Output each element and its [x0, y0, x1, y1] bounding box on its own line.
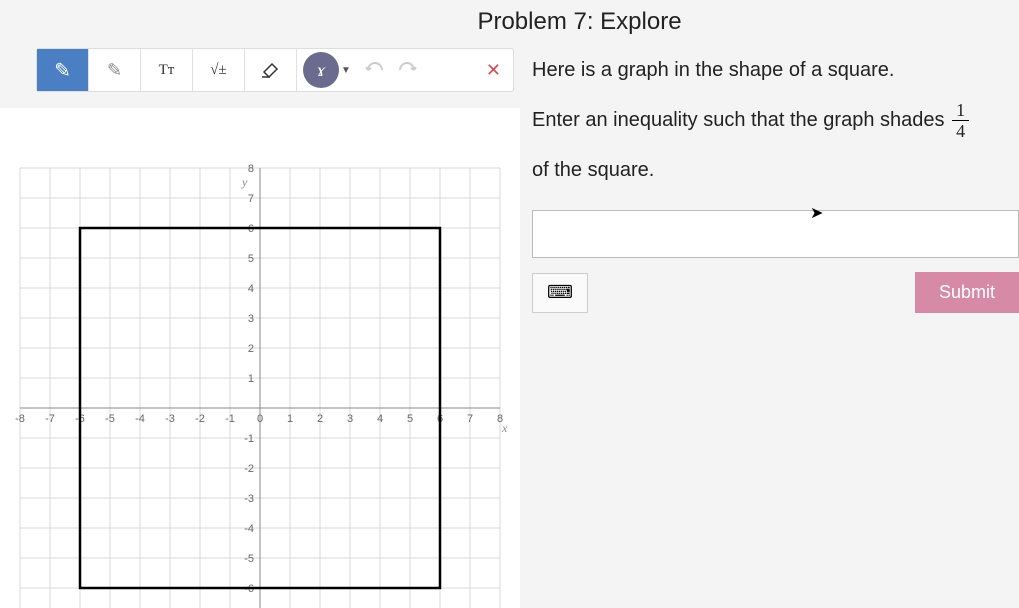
- svg-text:-5: -5: [244, 553, 254, 565]
- svg-text:-3: -3: [244, 493, 254, 505]
- fraction-denominator: 4: [952, 121, 969, 140]
- prompt-line-3: of the square.: [532, 148, 1019, 192]
- drawing-toolbar: ✎ ✎ Tᴛ √± ɤ ▼: [36, 48, 514, 92]
- svg-text:7: 7: [467, 413, 473, 425]
- pencil-tool[interactable]: ✎: [89, 49, 141, 91]
- svg-text:y: y: [241, 175, 248, 189]
- svg-text:-2: -2: [195, 413, 205, 425]
- eraser-icon: [260, 58, 282, 83]
- svg-text:-1: -1: [225, 413, 235, 425]
- left-panel: ✎ ✎ Tᴛ √± ɤ ▼: [0, 48, 520, 578]
- answer-input-row: [532, 210, 1019, 258]
- pencil-icon: ✎: [54, 58, 71, 83]
- svg-text:-1: -1: [244, 433, 254, 445]
- controls-row: ⌨ Submit: [532, 272, 1019, 313]
- svg-text:1: 1: [248, 373, 254, 385]
- eraser-tool[interactable]: [245, 49, 297, 91]
- fraction: 1 4: [952, 101, 969, 140]
- coordinate-grid: -8-7-6-5-4-3-2-1012345678-8-7-6-5-4-3-2-…: [0, 108, 520, 608]
- svg-text:-2: -2: [244, 463, 254, 475]
- svg-text:3: 3: [248, 313, 254, 325]
- graph-area[interactable]: -8-7-6-5-4-3-2-1012345678-8-7-6-5-4-3-2-…: [0, 108, 520, 608]
- keyboard-button[interactable]: ⌨: [532, 273, 588, 313]
- svg-text:1: 1: [287, 413, 293, 425]
- math-tool-label: √±: [210, 62, 226, 79]
- svg-text:0: 0: [257, 413, 263, 425]
- pencil-thin-icon: ✎: [107, 60, 122, 81]
- svg-text:2: 2: [317, 413, 323, 425]
- prompt-line-1: Here is a graph in the shape of a square…: [532, 48, 1019, 92]
- svg-text:8: 8: [248, 163, 254, 175]
- svg-text:4: 4: [377, 413, 383, 425]
- svg-text:-4: -4: [135, 413, 145, 425]
- svg-text:-3: -3: [165, 413, 175, 425]
- math-tool[interactable]: √±: [193, 49, 245, 91]
- dropdown-caret-icon[interactable]: ▼: [341, 65, 351, 76]
- svg-text:-8: -8: [15, 413, 25, 425]
- highlight-tool[interactable]: ɤ: [303, 52, 339, 88]
- submit-button[interactable]: Submit: [915, 272, 1019, 313]
- svg-text:4: 4: [248, 283, 254, 295]
- svg-text:5: 5: [407, 413, 413, 425]
- keyboard-icon: ⌨: [547, 282, 573, 303]
- right-panel: Here is a graph in the shape of a square…: [520, 48, 1019, 578]
- svg-text:-5: -5: [105, 413, 115, 425]
- svg-text:3: 3: [347, 413, 353, 425]
- text-tool[interactable]: Tᴛ: [141, 49, 193, 91]
- fraction-numerator: 1: [952, 101, 969, 121]
- redo-button[interactable]: [391, 60, 423, 81]
- undo-button[interactable]: [359, 60, 391, 81]
- svg-text:2: 2: [248, 343, 254, 355]
- svg-text:x: x: [501, 421, 508, 435]
- pencil-tool-active[interactable]: ✎: [37, 49, 89, 91]
- prompt-line-2: Enter an inequality such that the graph …: [532, 98, 1019, 142]
- svg-text:-4: -4: [244, 523, 254, 535]
- svg-text:7: 7: [248, 193, 254, 205]
- svg-text:-7: -7: [45, 413, 55, 425]
- text-tool-label: Tᴛ: [159, 62, 175, 79]
- close-button[interactable]: ✕: [474, 60, 513, 81]
- svg-text:5: 5: [248, 253, 254, 265]
- prompt-line-2a: Enter an inequality such that the graph …: [532, 109, 950, 131]
- highlight-icon: ɤ: [317, 60, 325, 81]
- problem-title: Problem 7: Explore: [140, 0, 1019, 48]
- answer-input[interactable]: [532, 210, 1019, 258]
